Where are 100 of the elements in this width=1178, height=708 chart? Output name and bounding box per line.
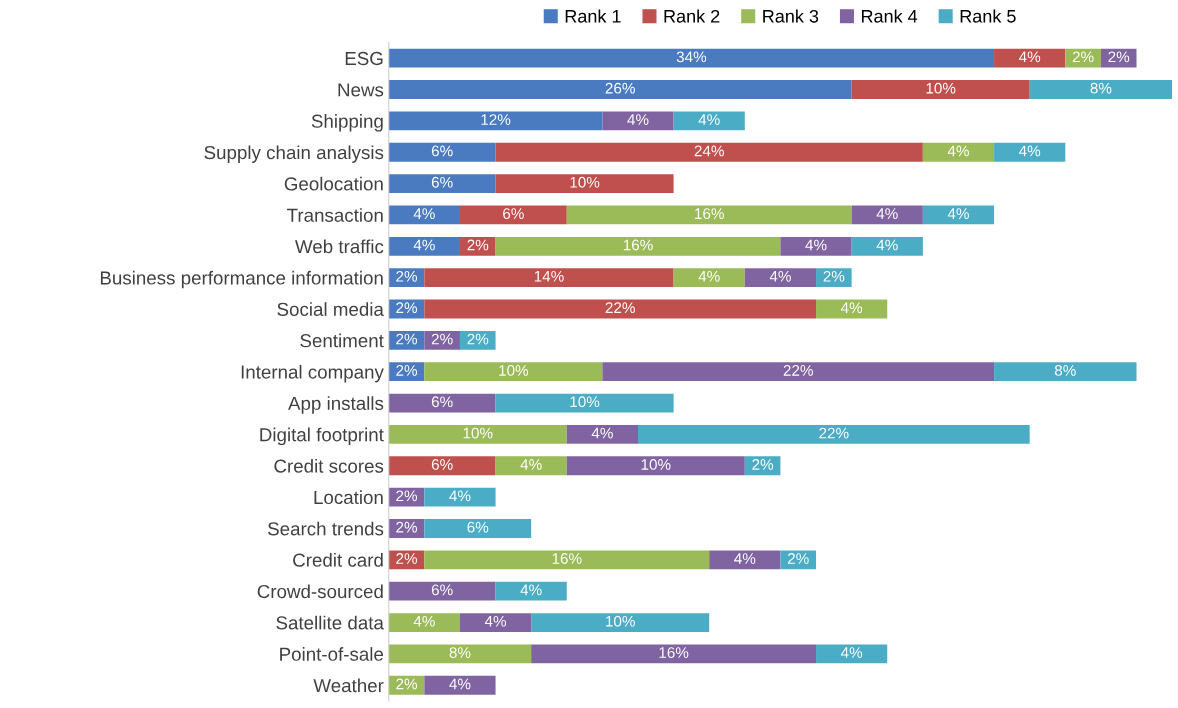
data-label: 2% — [467, 333, 489, 345]
bar — [388, 519, 425, 538]
data-label: 4% — [698, 270, 720, 282]
bar — [994, 362, 1137, 382]
data-label: 4% — [698, 114, 720, 125]
data-label: 2% — [396, 490, 418, 502]
bar — [816, 299, 888, 319]
data-label: 2% — [1108, 51, 1130, 63]
bar — [851, 80, 1030, 99]
bar — [531, 644, 817, 664]
y-tick-label: Location — [314, 490, 383, 505]
bar — [637, 425, 1030, 444]
bar — [673, 111, 745, 131]
data-label: 4% — [413, 208, 435, 219]
data-label: 6% — [431, 176, 453, 188]
data-label: 4% — [876, 208, 898, 219]
data-label: 4% — [520, 459, 542, 470]
data-label: 4% — [591, 427, 613, 439]
bar — [424, 330, 460, 350]
bar — [459, 330, 496, 350]
data-label: 16% — [552, 553, 582, 564]
bar — [602, 362, 995, 382]
data-label: 10% — [641, 459, 671, 470]
data-label: 4% — [520, 584, 542, 596]
data-label: 16% — [623, 239, 653, 251]
data-label: 4% — [840, 647, 863, 658]
data-label: 6% — [431, 584, 453, 596]
bar — [816, 644, 888, 664]
data-label: 2% — [396, 553, 418, 564]
bar — [495, 456, 567, 476]
bar — [922, 142, 995, 162]
legend-label: Rank 1 — [565, 9, 621, 23]
data-label: 8% — [1054, 364, 1076, 376]
data-label: 4% — [947, 208, 969, 219]
y-tick-label: Transaction — [287, 208, 383, 222]
bar — [744, 268, 817, 288]
y-tick-label: Geolocation — [284, 176, 383, 191]
data-label: 2% — [396, 364, 418, 376]
data-label: 2% — [396, 333, 418, 345]
bar — [388, 613, 460, 632]
bar — [1100, 48, 1137, 68]
data-label: 8% — [1090, 82, 1112, 94]
bar — [673, 268, 745, 288]
data-label: 8% — [449, 647, 471, 658]
y-tick-label: App installs — [288, 396, 384, 414]
data-label: 2% — [396, 521, 418, 533]
data-label: 10% — [570, 176, 600, 188]
data-label: 22% — [605, 302, 635, 314]
data-label: 14% — [534, 270, 564, 282]
bar — [780, 550, 817, 570]
bar — [1029, 80, 1173, 99]
bar — [495, 174, 674, 193]
data-label: 4% — [947, 145, 969, 157]
legend-label: Rank 4 — [861, 9, 918, 23]
y-tick-label: Search trends — [268, 521, 384, 536]
data-label: 2% — [396, 678, 418, 690]
y-tick-label: Crowd-sourced — [257, 584, 383, 599]
data-label: 24% — [694, 145, 724, 157]
data-label: 16% — [695, 208, 724, 220]
bar — [780, 236, 852, 256]
data-label: 2% — [752, 459, 774, 470]
y-tick-label: Supply chain analysis — [204, 145, 384, 163]
bar — [994, 48, 1066, 68]
bar — [851, 205, 923, 225]
data-label: 4% — [413, 239, 435, 251]
bar — [424, 550, 710, 570]
data-label: 12% — [481, 114, 511, 125]
bar — [388, 393, 496, 413]
data-label: 2% — [396, 302, 418, 314]
bar — [388, 80, 852, 99]
y-tick-label: Point-of-sale — [280, 647, 384, 661]
data-label: 4% — [876, 239, 898, 251]
y-tick-label: Shipping — [311, 114, 383, 132]
data-label: 6% — [503, 208, 524, 220]
bar — [388, 48, 995, 68]
data-label: 2% — [1072, 51, 1094, 63]
y-tick-label: Credit scores — [274, 458, 384, 473]
bar — [388, 236, 460, 256]
data-label: 4% — [805, 239, 827, 251]
data-label: 34% — [676, 51, 707, 63]
y-tick-label: ESG — [345, 51, 383, 66]
data-label: 4% — [449, 490, 471, 502]
data-label: 4% — [627, 114, 649, 125]
data-label: 4% — [840, 302, 863, 314]
data-label: 4% — [1018, 145, 1041, 157]
y-tick-label: Weather — [313, 678, 384, 693]
data-label: 10% — [463, 427, 493, 439]
data-label: 10% — [570, 396, 600, 408]
bar — [459, 236, 496, 256]
bar — [566, 456, 745, 476]
bar — [459, 613, 532, 632]
data-label: 16% — [659, 647, 689, 658]
bar — [424, 519, 532, 538]
y-tick-label: Credit card — [293, 553, 383, 567]
y-tick-label: News — [338, 83, 384, 97]
bar — [816, 268, 852, 288]
bar — [388, 425, 567, 444]
bar — [994, 142, 1066, 162]
data-label: 2% — [787, 553, 809, 564]
data-label: 2% — [467, 239, 489, 251]
